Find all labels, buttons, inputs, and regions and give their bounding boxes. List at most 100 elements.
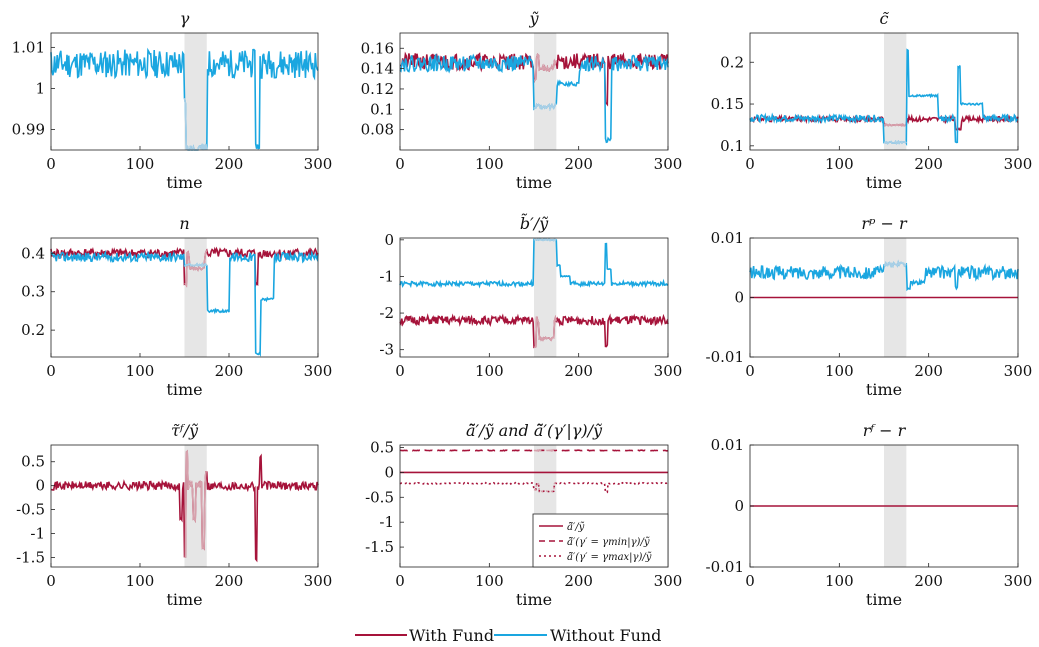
y-tick-label: 0 (734, 497, 744, 515)
series-shaded-overlay (184, 262, 208, 268)
y-tick-label: 0.14 (361, 60, 394, 78)
x-tick-label: 100 (475, 155, 504, 173)
panel-title: b̃′/ỹ (520, 213, 549, 233)
y-tick-label: 0.01 (711, 229, 744, 247)
axes-frame (50, 32, 319, 151)
axes-frame (399, 237, 669, 358)
legend-label-with-fund: With Fund (409, 626, 494, 645)
y-tick-label: -0.01 (706, 558, 744, 576)
y-tick-label: 0.2 (21, 321, 45, 339)
series-line--max--3 (399, 481, 669, 494)
axes-frame (50, 444, 319, 568)
legend-entry-label: ã̃′/ỹ (567, 522, 585, 533)
x-tick-label: 200 (215, 362, 244, 380)
shaded-region (884, 33, 907, 150)
y-tick-label: -1 (379, 513, 394, 531)
x-tick-label: 100 (825, 362, 854, 380)
y-tick-label: -0.5 (365, 488, 394, 506)
x-tick-label: 200 (564, 362, 593, 380)
x-tick-label: 200 (564, 155, 593, 173)
y-tick-label: -1 (30, 525, 45, 543)
y-tick-label: 0 (734, 289, 744, 307)
axes-frame (399, 32, 669, 151)
legend-entry-label: ã̃′(γ′ = γmin|γ)/ỹ (567, 537, 650, 548)
x-tick-label: 300 (1004, 572, 1033, 590)
x-tick-label: 300 (304, 572, 333, 590)
y-tick-label: -1 (379, 267, 394, 285)
x-tick-label: 0 (745, 155, 755, 173)
panel-title: τ̃ᶠ/ỹ (171, 421, 199, 440)
x-axis-label: time (166, 173, 202, 192)
panel-4: 0 100 200 300 0.2 0.3 0.4 n time (21, 214, 332, 399)
series-shaded-overlay (883, 259, 907, 269)
x-tick-label: 0 (395, 155, 405, 173)
y-tick-label: -1.5 (16, 548, 45, 566)
series-shaded-overlay (533, 52, 558, 82)
panel-title: ỹ (528, 9, 539, 28)
x-axis-label: time (166, 590, 202, 609)
x-tick-label: 100 (475, 362, 504, 380)
y-tick-label: 0.3 (21, 283, 45, 301)
x-tick-label: 100 (126, 155, 155, 173)
x-tick-label: 0 (46, 572, 56, 590)
panel-title: c̃ (880, 9, 890, 28)
y-tick-label: 1.01 (12, 38, 45, 56)
y-tick-label: 0.5 (21, 453, 45, 471)
panel-7: 0 100 200 300 -1.5 -1 -0.5 0 0.5 τ̃ᶠ/ỹ time (16, 421, 332, 609)
y-tick-label: 0.12 (361, 80, 394, 98)
x-tick-label: 0 (46, 362, 56, 380)
series-shaded-overlay (533, 449, 557, 452)
y-tick-label: 0 (384, 231, 394, 249)
panel-title: rᶠ − r (863, 421, 907, 440)
axes-frame (749, 32, 1019, 151)
panel-title: γ (180, 9, 190, 28)
series-shaded-overlay (184, 249, 208, 288)
y-tick-label: 0.16 (361, 39, 394, 57)
y-tick-label: 0.08 (361, 121, 394, 139)
y-tick-label: -2 (379, 304, 394, 322)
panel-grid: 0 100 200 300 0.99 1 1.01 γ time 0 100 200 300 0.08 0.… (12, 9, 1033, 609)
x-axis-label: time (866, 380, 902, 399)
x-tick-label: 300 (654, 155, 683, 173)
panel-8: 0 100 200 300 -1.5 -1 -0.5 0 0.5 ã̃′/ỹ and ã̃′(γ′… (365, 421, 682, 609)
y-tick-label: -1.5 (365, 538, 394, 556)
x-tick-label: 300 (1004, 362, 1033, 380)
series-shaded-overlay (533, 314, 558, 349)
x-axis-label: time (166, 380, 202, 399)
series-shaded-overlay (883, 123, 907, 127)
y-tick-label: 0.4 (21, 244, 45, 262)
panel-title: ã̃′/ỹ and ã̃′(γ′|γ)/ỹ (466, 421, 603, 440)
x-axis-label: time (866, 590, 902, 609)
x-tick-label: 0 (745, 362, 755, 380)
x-tick-label: 200 (564, 572, 593, 590)
figure-legend: With Fund Without Fund (355, 626, 661, 645)
x-axis-label: time (516, 590, 552, 609)
x-tick-label: 200 (914, 362, 943, 380)
x-tick-label: 0 (395, 362, 405, 380)
x-tick-label: 100 (825, 155, 854, 173)
x-tick-label: 200 (914, 572, 943, 590)
y-tick-label: -0.5 (16, 501, 45, 519)
x-tick-label: 300 (654, 362, 683, 380)
shaded-region (534, 238, 557, 357)
panel-2: 0 100 200 300 0.08 0.1 0.12 0.14 0.16 ỹ time (361, 9, 683, 192)
panel-legend: ã̃′/ỹ ã̃′(γ′ = γmin|γ)/ỹ ã̃′(γ′ = γmax|γ)/… (532, 513, 669, 568)
y-tick-label: 0 (35, 477, 45, 495)
series-shaded-overlay (184, 449, 207, 558)
y-tick-label: 0.5 (370, 438, 394, 456)
x-axis-label: time (866, 173, 902, 192)
x-tick-label: 200 (215, 155, 244, 173)
y-tick-label: 0.1 (720, 137, 744, 155)
x-axis-label: time (516, 173, 552, 192)
panel-1: 0 100 200 300 0.99 1 1.01 γ time (12, 9, 333, 192)
x-tick-label: 300 (304, 362, 333, 380)
y-tick-label: 1 (35, 79, 45, 97)
x-tick-label: 100 (475, 572, 504, 590)
series-shaded-overlay (883, 139, 907, 145)
shaded-region (184, 33, 207, 150)
y-tick-label: -3 (379, 341, 394, 359)
series-line-without-fund-2 (399, 238, 669, 289)
y-tick-label: 0.99 (12, 120, 45, 138)
